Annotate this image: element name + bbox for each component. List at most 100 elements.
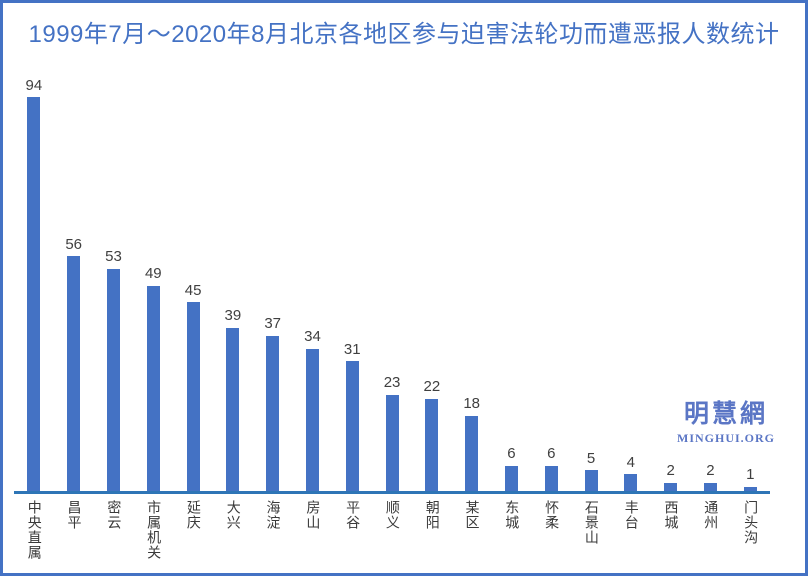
bar-column: 49 (133, 266, 173, 491)
bar (106, 268, 120, 491)
bar-column: 6 (531, 446, 571, 491)
category-cell: 房山 (293, 500, 333, 530)
bar-column: 2 (691, 463, 731, 491)
bar-value-label: 4 (626, 453, 636, 471)
category-label: 某区 (464, 500, 481, 530)
category-cell: 西城 (651, 500, 691, 530)
bar-column: 1 (730, 467, 770, 491)
bar-column: 18 (452, 396, 492, 491)
bar (146, 285, 160, 491)
bar-value-label: 1 (746, 466, 755, 484)
category-cell: 海淀 (253, 500, 293, 530)
category-cell: 怀柔 (531, 500, 571, 530)
bar-value-label: 49 (144, 265, 162, 283)
category-cell: 延庆 (173, 500, 213, 530)
chart-title: 1999年7月～2020年8月北京各地区参与迫害法轮功而遭恶报人数统计 (28, 21, 780, 48)
category-label: 丰台 (623, 500, 640, 530)
bar-value-label: 5 (586, 449, 596, 467)
bar-value-label: 56 (65, 235, 83, 253)
category-cell: 某区 (452, 500, 492, 530)
category-label: 门头沟 (743, 500, 760, 545)
category-cell: 昌平 (54, 500, 94, 530)
bar-column: 56 (54, 235, 94, 491)
bar (266, 335, 280, 491)
bar-value-label: 39 (224, 307, 242, 324)
watermark-chinese-text: 明慧網 (683, 400, 768, 428)
bar-value-label: 31 (343, 340, 361, 358)
bar-column: 2 (651, 463, 691, 491)
bar-value-label: 37 (264, 315, 282, 333)
category-label: 西城 (663, 500, 680, 530)
bar (743, 486, 757, 491)
bar-column: 31 (332, 340, 372, 491)
bar (544, 465, 558, 491)
category-cell: 朝阳 (412, 500, 452, 530)
category-label: 顺义 (384, 500, 401, 530)
bar-column: 37 (253, 316, 293, 491)
bar-column: 5 (571, 449, 611, 491)
category-label: 朝阳 (424, 500, 441, 530)
bar-column: 4 (611, 453, 651, 491)
category-label: 市属机关 (146, 500, 163, 560)
category-label: 延庆 (185, 500, 202, 530)
bar-value-label: 23 (383, 374, 401, 392)
bar (385, 394, 399, 491)
category-cell: 密云 (94, 500, 134, 530)
bar-value-label: 45 (184, 281, 202, 299)
category-cell: 中央直属 (14, 500, 54, 560)
category-cell: 顺义 (372, 500, 412, 530)
watermark-english-text: MINGHUI.ORG (677, 430, 775, 445)
category-cell: 市属机关 (133, 500, 173, 560)
bar-column: 94 (14, 76, 54, 491)
category-label: 东城 (504, 500, 521, 530)
category-label: 昌平 (66, 500, 83, 530)
category-cell: 门头沟 (730, 500, 770, 545)
bar (345, 361, 359, 491)
bar-value-label: 6 (507, 445, 516, 463)
bar-value-label: 6 (547, 445, 556, 463)
category-label: 密云 (106, 500, 123, 530)
bar (67, 256, 81, 491)
category-label: 石景山 (583, 500, 600, 545)
bar (305, 348, 319, 491)
bar-column: 45 (173, 281, 213, 491)
category-label: 大兴 (225, 500, 242, 530)
category-label: 怀柔 (544, 500, 561, 530)
bar (703, 482, 717, 491)
bar-value-label: 22 (423, 378, 441, 396)
bars-row: 94 56 53 49 45 39 37 34 31 23 22 18 6 6 5 4 2 2 1 (14, 73, 770, 494)
bar-value-label: 94 (25, 76, 43, 94)
category-labels-row: 中央直属 昌平 密云 市属机关 延庆 大兴 海淀 房山 平谷 顺义 朝阳 某区 东城 怀柔 石景山 丰台 西城通… (14, 500, 770, 560)
category-cell: 平谷 (332, 500, 372, 530)
category-cell: 通州 (691, 500, 731, 530)
bar (465, 415, 479, 491)
bar-column: 6 (492, 446, 532, 491)
minghui-watermark: 明慧網 MINGHUI.ORG (677, 400, 775, 446)
category-cell: 大兴 (213, 500, 253, 530)
category-cell: 东城 (492, 500, 532, 530)
category-cell: 石景山 (571, 500, 611, 545)
bar (226, 327, 240, 491)
bar-column: 34 (293, 328, 333, 491)
bar (664, 482, 678, 491)
bar-value-label: 34 (304, 328, 321, 345)
bar (624, 474, 638, 491)
bar-column: 22 (412, 379, 452, 491)
bar-value-label: 53 (105, 248, 122, 266)
category-label: 中央直属 (26, 500, 43, 560)
bar (27, 97, 41, 491)
category-label: 房山 (305, 500, 322, 530)
bar (504, 465, 518, 491)
bar-value-label: 2 (706, 462, 715, 480)
category-cell: 丰台 (611, 500, 651, 530)
bar-column: 39 (213, 307, 253, 491)
bar (186, 302, 200, 491)
category-label: 通州 (703, 500, 720, 530)
category-label: 平谷 (345, 500, 362, 530)
bar-column: 23 (372, 375, 412, 491)
bar (425, 398, 439, 491)
bar-value-label: 2 (666, 462, 675, 480)
category-label: 海淀 (265, 500, 282, 530)
bar (584, 470, 598, 491)
